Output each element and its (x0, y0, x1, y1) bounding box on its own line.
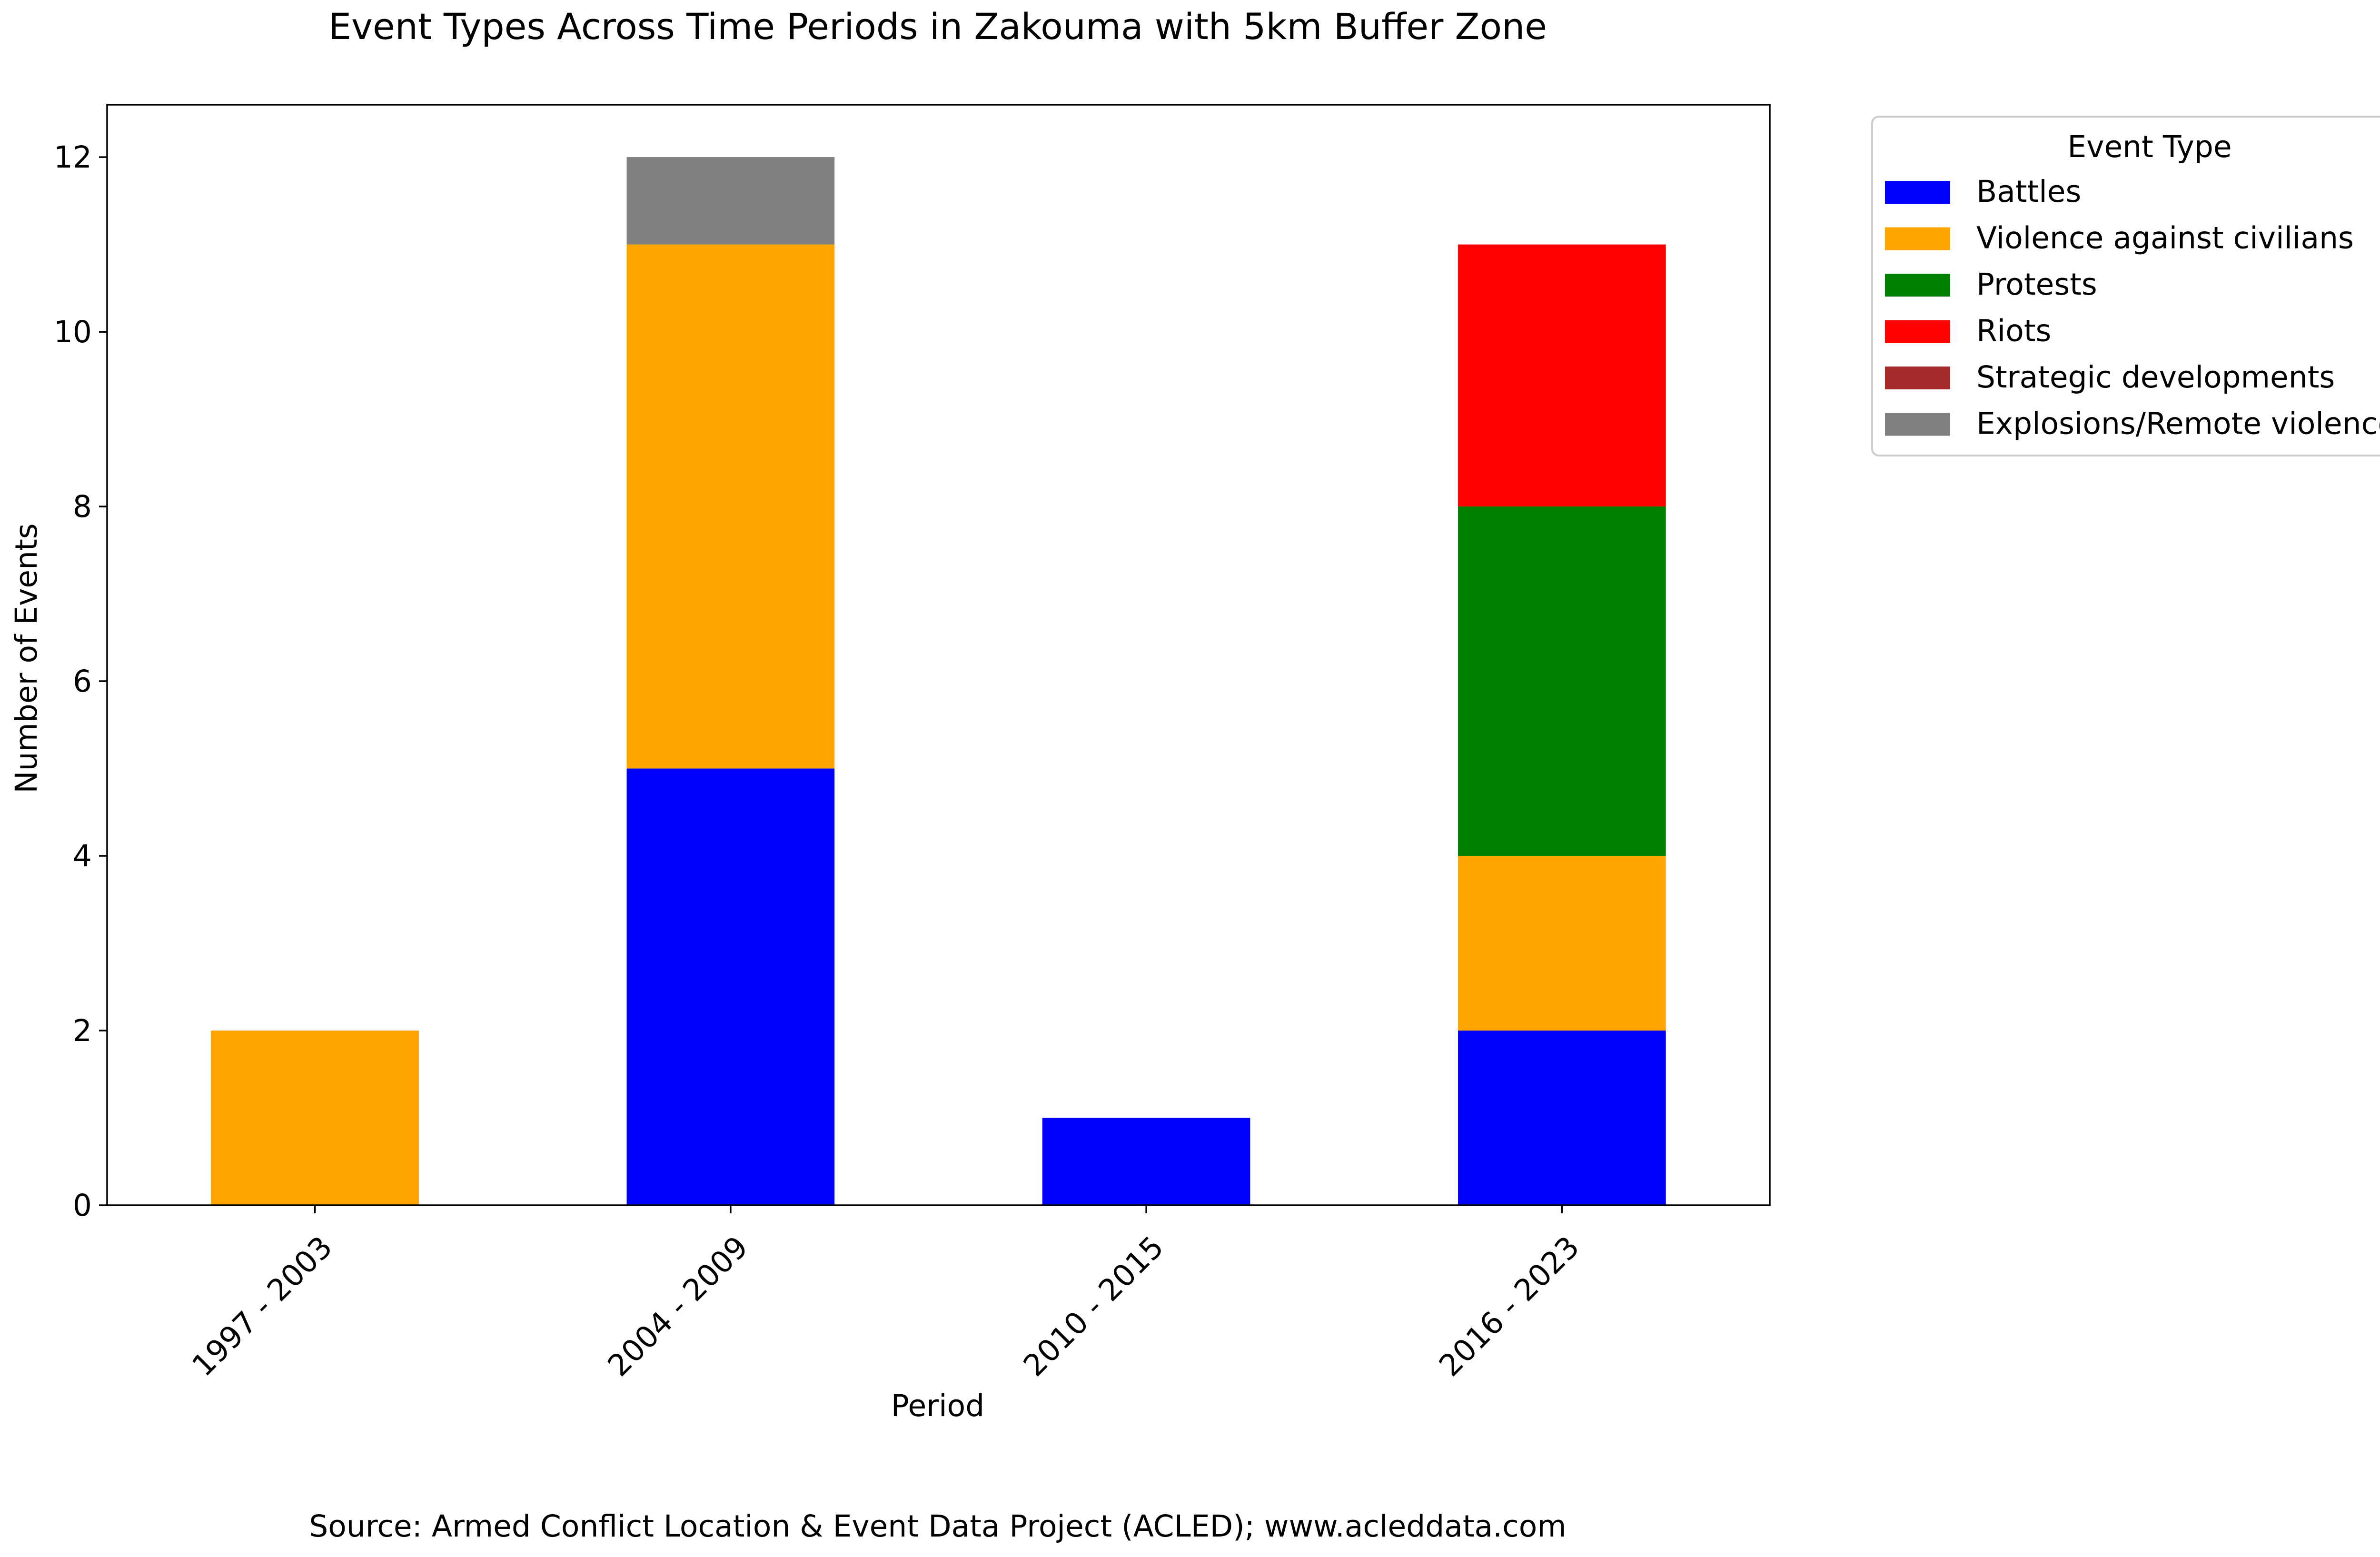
y-tick-label: 0 (73, 1188, 92, 1223)
legend-label: Violence against civilians (1976, 221, 2354, 256)
legend-label: Explosions/Remote violence (1976, 407, 2380, 441)
y-tick-label: 12 (54, 140, 92, 175)
source-note: Source: Armed Conflict Location & Event … (309, 1509, 1566, 1544)
bar-segment-protests-3 (1458, 506, 1666, 856)
legend-swatch (1885, 320, 1950, 343)
legend-label: Strategic developments (1976, 360, 2335, 395)
chart-title: Event Types Across Time Periods in Zakou… (328, 5, 1547, 48)
legend-swatch (1885, 367, 1950, 389)
legend-label: Protests (1976, 267, 2097, 302)
legend-swatch (1885, 227, 1950, 250)
bar-segment-battles-2 (1042, 1118, 1250, 1205)
bar-segment-battles-1 (626, 768, 835, 1205)
legend-label: Riots (1976, 314, 2051, 348)
legend-title: Event Type (2067, 129, 2231, 164)
y-tick-label: 6 (73, 664, 92, 699)
y-tick-label: 4 (73, 839, 92, 873)
y-axis-label: Number of Events (9, 523, 44, 793)
y-tick-label: 10 (54, 315, 92, 349)
axes-frame (106, 104, 1771, 1206)
bar-segment-violence-against-civilians-1 (626, 244, 835, 769)
y-tick-label: 8 (73, 489, 92, 524)
bar-segment-riots-3 (1458, 244, 1666, 507)
legend: Event Type Battles Violence against civil… (1871, 116, 2380, 456)
legend-swatch (1885, 181, 1950, 204)
legend-swatch (1885, 274, 1950, 297)
bar-segment-battles-3 (1458, 1031, 1666, 1205)
x-axis-label: Period (891, 1388, 984, 1423)
legend-swatch (1885, 413, 1950, 436)
legend-frame (1871, 116, 2380, 456)
y-tick-label: 2 (73, 1013, 92, 1048)
bar-segment-violence-against-civilians-0 (211, 1031, 419, 1205)
legend-items: Battles Violence against civilians Protest… (1885, 174, 2380, 441)
bars-group (211, 157, 1666, 1205)
bar-segment-explosions-remote-violence-1 (626, 157, 835, 245)
legend-label: Battles (1976, 174, 2081, 209)
bar-segment-violence-against-civilians-3 (1458, 856, 1666, 1031)
